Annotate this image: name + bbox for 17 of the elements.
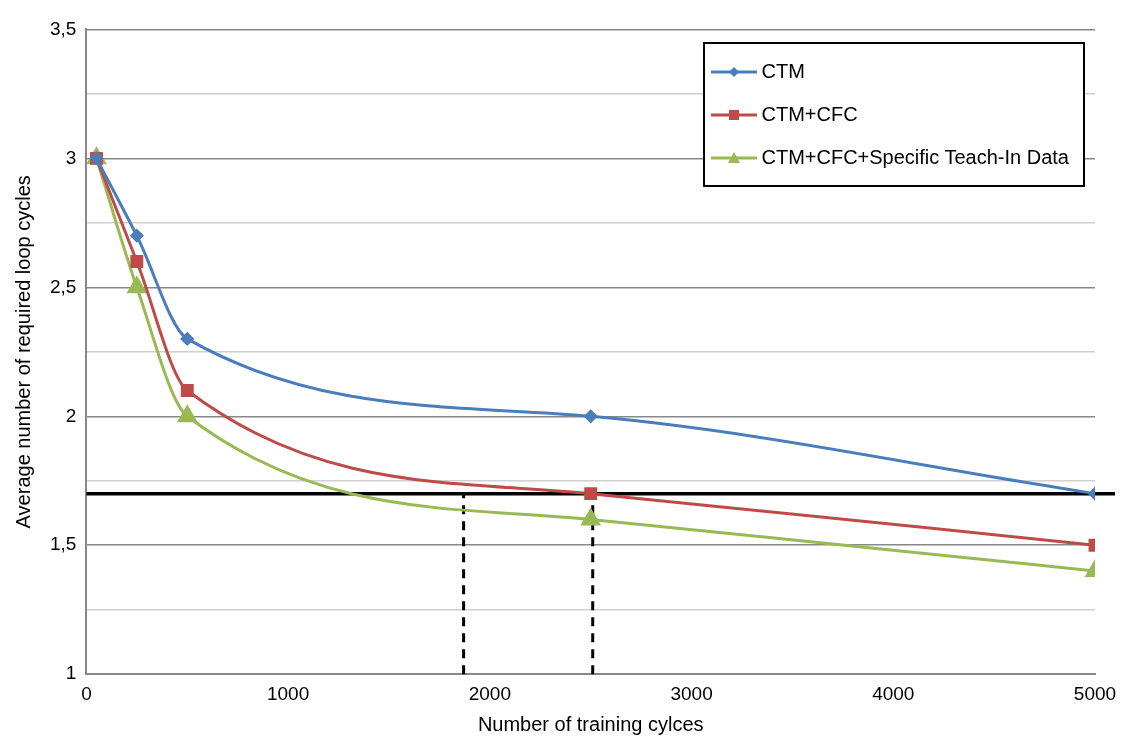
legend-label: CTM+CFC+Specific Teach-In Data bbox=[761, 145, 1069, 170]
y-tick-label: 3 bbox=[65, 146, 77, 168]
x-tick-label: 3000 bbox=[670, 682, 713, 704]
y-tick-label: 2,5 bbox=[49, 275, 77, 297]
y-tick-label: 2 bbox=[65, 404, 77, 426]
x-tick-label: 1000 bbox=[266, 682, 310, 704]
y-axis-title: Average number of required loop cycles bbox=[11, 175, 34, 529]
x-axis-title: Number of training cylces bbox=[477, 712, 704, 735]
y-tick-label: 3,5 bbox=[49, 17, 77, 39]
y-tick-label: 1 bbox=[65, 662, 77, 684]
legend-label: CTM+CFC bbox=[761, 102, 858, 127]
x-tick-label: 4000 bbox=[872, 682, 915, 704]
x-tick-label: 0 bbox=[81, 682, 92, 704]
legend-label: CTM bbox=[761, 59, 805, 84]
y-tick-label: 1,5 bbox=[49, 533, 77, 555]
x-tick-label: 2000 bbox=[468, 682, 511, 704]
x-tick-label: 5000 bbox=[1073, 682, 1117, 704]
